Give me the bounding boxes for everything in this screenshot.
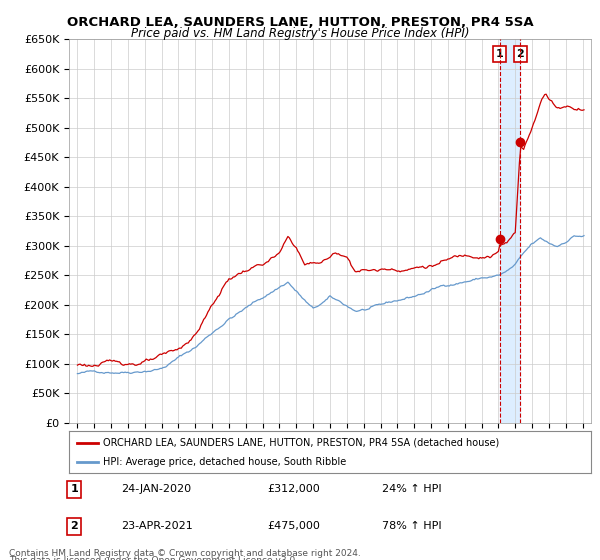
Text: 1: 1 — [496, 49, 503, 59]
Text: 2: 2 — [70, 521, 78, 531]
Text: £312,000: £312,000 — [268, 484, 320, 494]
Text: Contains HM Land Registry data © Crown copyright and database right 2024.: Contains HM Land Registry data © Crown c… — [9, 549, 361, 558]
Bar — [500, 39, 520, 423]
Text: This data is licensed under the Open Government Licence v3.0.: This data is licensed under the Open Gov… — [9, 556, 298, 560]
Text: 2: 2 — [517, 49, 524, 59]
Text: £475,000: £475,000 — [268, 521, 320, 531]
Text: Price paid vs. HM Land Registry's House Price Index (HPI): Price paid vs. HM Land Registry's House … — [131, 27, 469, 40]
Text: 23-APR-2021: 23-APR-2021 — [121, 521, 193, 531]
Text: 24-JAN-2020: 24-JAN-2020 — [121, 484, 191, 494]
Text: ORCHARD LEA, SAUNDERS LANE, HUTTON, PRESTON, PR4 5SA: ORCHARD LEA, SAUNDERS LANE, HUTTON, PRES… — [67, 16, 533, 29]
Text: 78% ↑ HPI: 78% ↑ HPI — [382, 521, 442, 531]
Text: 24% ↑ HPI: 24% ↑ HPI — [382, 484, 442, 494]
Text: 1: 1 — [70, 484, 78, 494]
Text: ORCHARD LEA, SAUNDERS LANE, HUTTON, PRESTON, PR4 5SA (detached house): ORCHARD LEA, SAUNDERS LANE, HUTTON, PRES… — [103, 438, 499, 448]
Text: HPI: Average price, detached house, South Ribble: HPI: Average price, detached house, Sout… — [103, 458, 346, 467]
